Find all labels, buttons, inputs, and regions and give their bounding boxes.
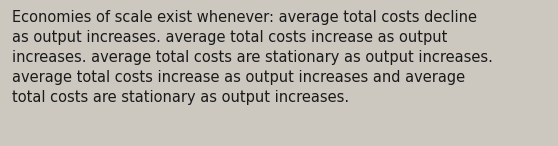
Text: Economies of scale exist whenever: average total costs decline
as output increas: Economies of scale exist whenever: avera… [12, 10, 493, 105]
